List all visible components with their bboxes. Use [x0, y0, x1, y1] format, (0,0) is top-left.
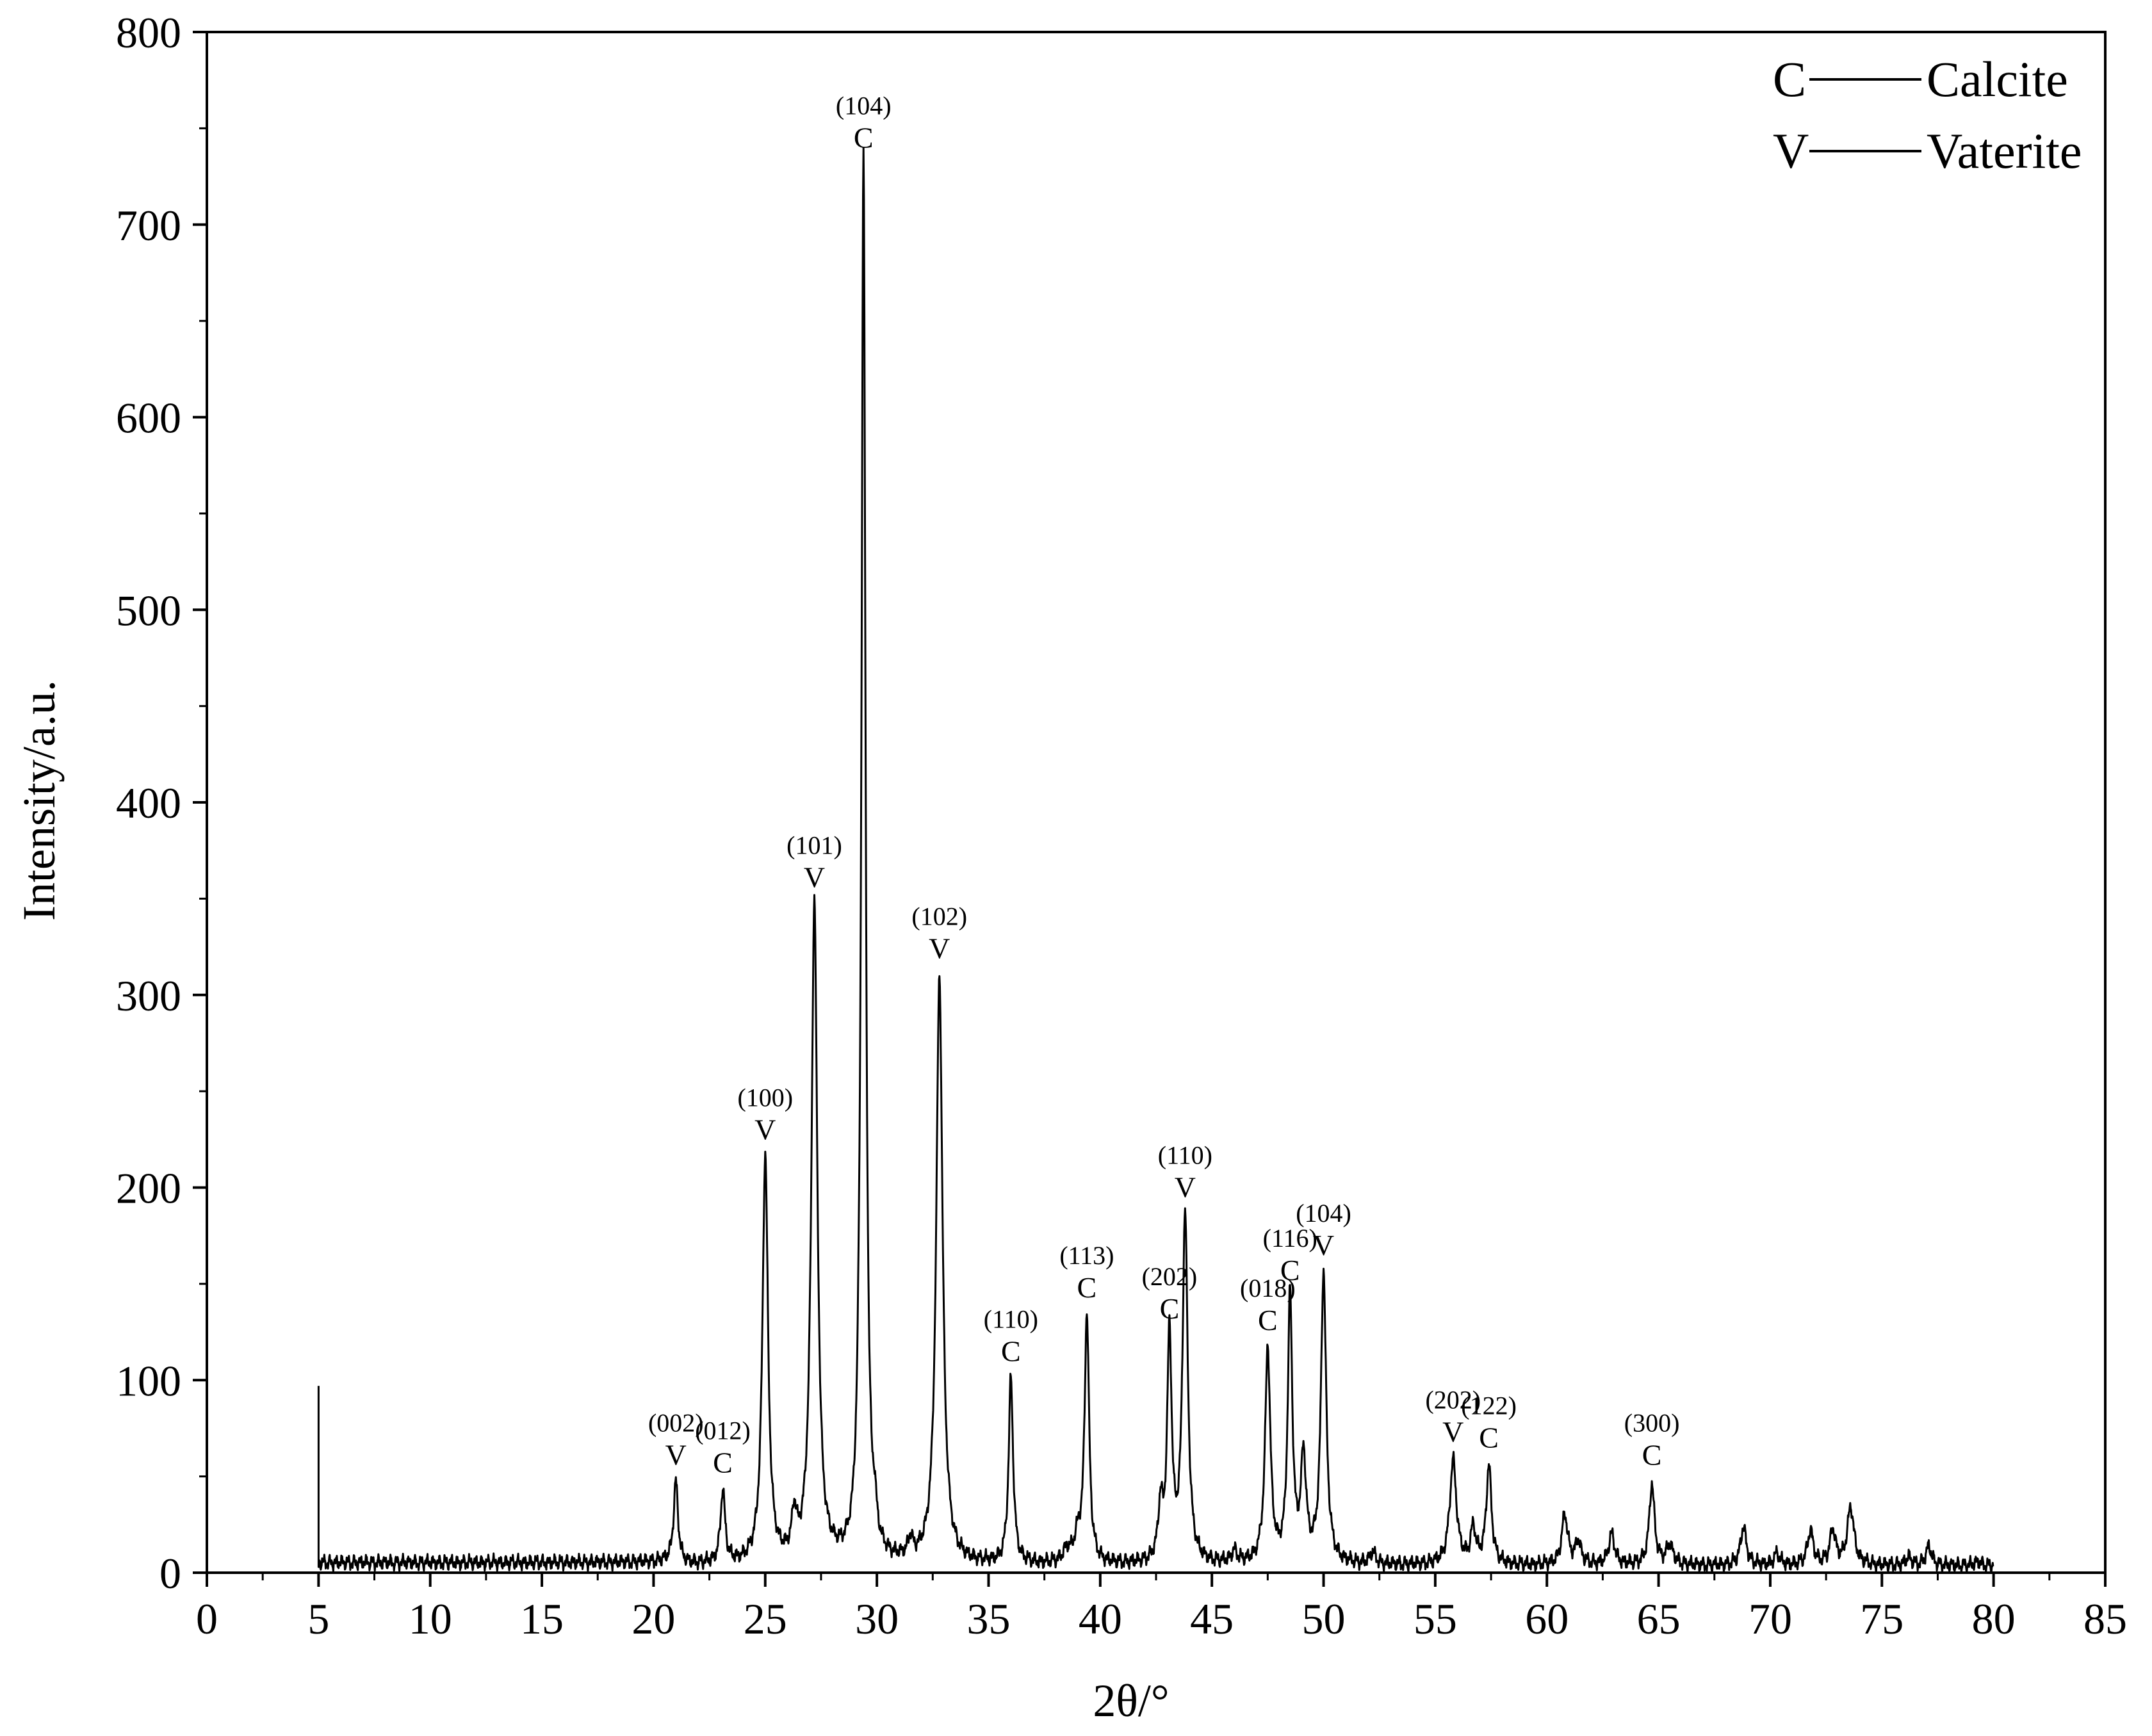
- x-tick-label: 5: [307, 1594, 329, 1643]
- peak-labels: V(002)C(012)V(100)V(101)C(104)V(102)C(11…: [648, 92, 1679, 1479]
- peak-phase-label: V: [1442, 1416, 1463, 1448]
- legend-symbol: V: [1773, 123, 1809, 179]
- x-tick-label: 40: [1079, 1594, 1122, 1643]
- peak-hkl-label: (100): [737, 1083, 793, 1112]
- x-tick-label: 15: [520, 1594, 564, 1643]
- peak-hkl-label: (122): [1461, 1391, 1517, 1420]
- x-tick-label: 75: [1860, 1594, 1903, 1643]
- x-tick-label: 85: [2083, 1594, 2127, 1643]
- peak-phase-label: V: [1313, 1229, 1334, 1261]
- y-tick-label: 800: [116, 8, 181, 57]
- peak-hkl-label: (202): [1425, 1386, 1481, 1415]
- legend-label: Calcite: [1927, 51, 2068, 107]
- x-tick-label: 60: [1525, 1594, 1569, 1643]
- ticks: 0 5 10 15 20 25 30 35 40 45 50 55 60 65 70 75 80 85 0 100 20…: [116, 8, 2127, 1643]
- x-tick-label: 10: [409, 1594, 452, 1643]
- x-axis-title: 2θ/°: [1093, 1675, 1169, 1726]
- peak-phase-label: C: [1001, 1334, 1021, 1367]
- x-tick-label: 70: [1748, 1594, 1792, 1643]
- y-tick-label: 400: [116, 779, 181, 827]
- peak-phase-label: C: [1077, 1271, 1097, 1304]
- peak-hkl-label: (002): [648, 1409, 704, 1438]
- x-tick-label: 65: [1637, 1594, 1681, 1643]
- spectrum-line: [317, 147, 1994, 1574]
- peak-phase-label: V: [804, 861, 825, 893]
- peak-hkl-label: (202): [1142, 1262, 1198, 1291]
- y-tick-label: 0: [159, 1549, 181, 1598]
- x-tick-label: 0: [196, 1594, 218, 1643]
- peak-phase-label: C: [1479, 1422, 1499, 1454]
- peak-phase-label: C: [713, 1447, 733, 1479]
- peak-phase-label: V: [929, 932, 950, 965]
- peak-phase-label: C: [1160, 1292, 1180, 1325]
- y-tick-label: 300: [116, 971, 181, 1020]
- x-tick-label: 30: [855, 1594, 899, 1643]
- legend: C Calcite V Vaterite: [1773, 51, 2082, 179]
- y-axis-title: Intensity/a.u.: [13, 680, 65, 921]
- x-tick-label: 20: [632, 1594, 675, 1643]
- peak-hkl-label: (102): [911, 902, 967, 931]
- peak-hkl-label: (113): [1059, 1241, 1114, 1270]
- x-tick-label: 45: [1190, 1594, 1234, 1643]
- peak-phase-label: C: [1642, 1439, 1662, 1472]
- legend-symbol: C: [1773, 51, 1806, 107]
- legend-label: Vaterite: [1927, 123, 2082, 179]
- peak-phase-label: C: [1258, 1304, 1278, 1336]
- y-tick-label: 200: [116, 1164, 181, 1213]
- y-tick-label: 500: [116, 586, 181, 635]
- x-tick-label: 25: [744, 1594, 787, 1643]
- x-tick-label: 80: [1972, 1594, 2016, 1643]
- y-tick-label: 100: [116, 1356, 181, 1405]
- peak-hkl-label: (018): [1240, 1274, 1296, 1302]
- peak-hkl-label: (300): [1624, 1409, 1680, 1438]
- y-tick-label: 700: [116, 201, 181, 250]
- y-tick-label: 600: [116, 394, 181, 442]
- x-tick-label: 55: [1414, 1594, 1457, 1643]
- peak-hkl-label: (116): [1263, 1224, 1317, 1253]
- peak-phase-label: V: [665, 1439, 687, 1472]
- peak-phase-label: V: [754, 1113, 776, 1146]
- peak-hkl-label: (104): [836, 92, 892, 120]
- peak-phase-label: V: [1175, 1171, 1196, 1204]
- peak-hkl-label: (110): [984, 1304, 1038, 1333]
- x-tick-label: 35: [966, 1594, 1010, 1643]
- peak-hkl-label: (012): [695, 1416, 751, 1445]
- x-tick-label: 50: [1302, 1594, 1346, 1643]
- peak-hkl-label: (104): [1296, 1199, 1351, 1228]
- peak-phase-label: C: [854, 122, 874, 154]
- peak-phase-label: C: [1280, 1254, 1300, 1286]
- peak-hkl-label: (110): [1158, 1141, 1212, 1170]
- peak-hkl-label: (101): [787, 831, 842, 859]
